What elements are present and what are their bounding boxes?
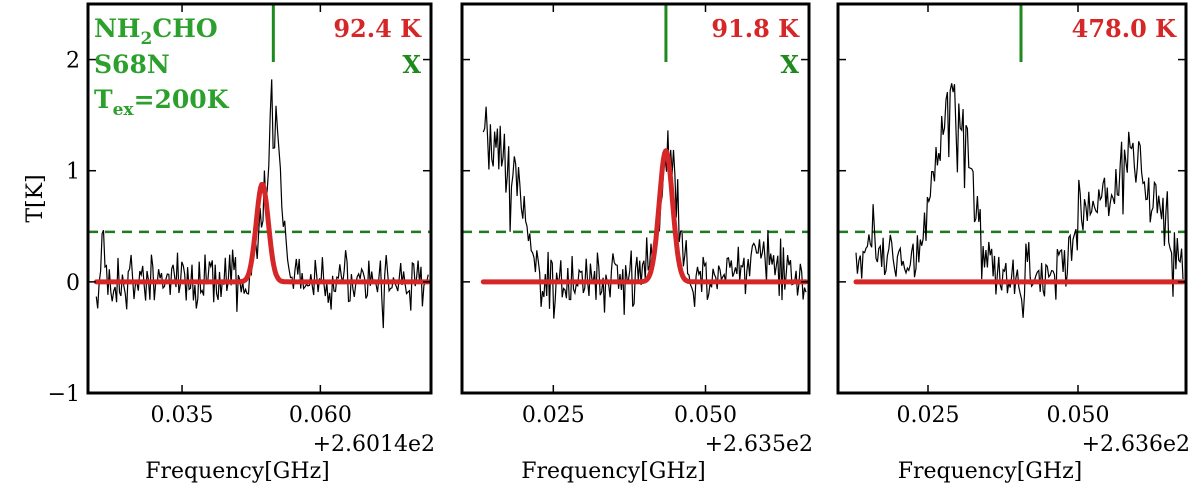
x-axis-label: Frequency[GHz] [898, 459, 1083, 484]
y-tick-label: −1 [48, 382, 80, 407]
source-label: S68N [94, 50, 170, 79]
x-offset-label: +2.635e2 [705, 432, 813, 457]
x-tick-label: 0.025 [522, 403, 585, 428]
axes-frame [836, 2, 1188, 395]
flag-label: X [402, 50, 421, 79]
model-spectrum [480, 148, 809, 285]
plot-area [838, 83, 1186, 318]
x-offset-label: +2.6014e2 [313, 432, 435, 457]
observed-spectrum [855, 83, 1184, 318]
molecule-label: NH2CHO [94, 14, 218, 49]
x-axis-label: Frequency[GHz] [145, 459, 330, 484]
excitation-temperature-label: Tex=200K [94, 85, 230, 120]
temperature-label: 91.8 K [711, 14, 800, 43]
x-axis-label: Frequency[GHz] [521, 459, 706, 484]
x-tick-label: 0.050 [1047, 403, 1110, 428]
y-tick-label: 1 [66, 160, 80, 185]
x-offset-label: +2.636e2 [1082, 432, 1190, 457]
x-tick-label: 0.025 [897, 403, 960, 428]
x-tick-label: 0.050 [674, 403, 737, 428]
observed-spectrum [482, 106, 807, 319]
y-tick-label: 2 [66, 49, 80, 74]
x-tick-label: 0.035 [151, 403, 214, 428]
plot-area [88, 79, 431, 329]
axes-frame [460, 2, 811, 395]
y-axis-label: T[K] [23, 174, 48, 222]
temperature-label: 478.0 K [1072, 14, 1178, 43]
observed-spectrum [95, 79, 429, 329]
x-tick-label: 0.060 [289, 403, 352, 428]
temperature-label: 92.4 K [333, 14, 422, 43]
plot-area [462, 106, 809, 319]
model-spectrum [93, 182, 431, 285]
flag-label: X [780, 50, 799, 79]
y-tick-label: 0 [66, 271, 80, 296]
axes-frame [86, 2, 433, 395]
